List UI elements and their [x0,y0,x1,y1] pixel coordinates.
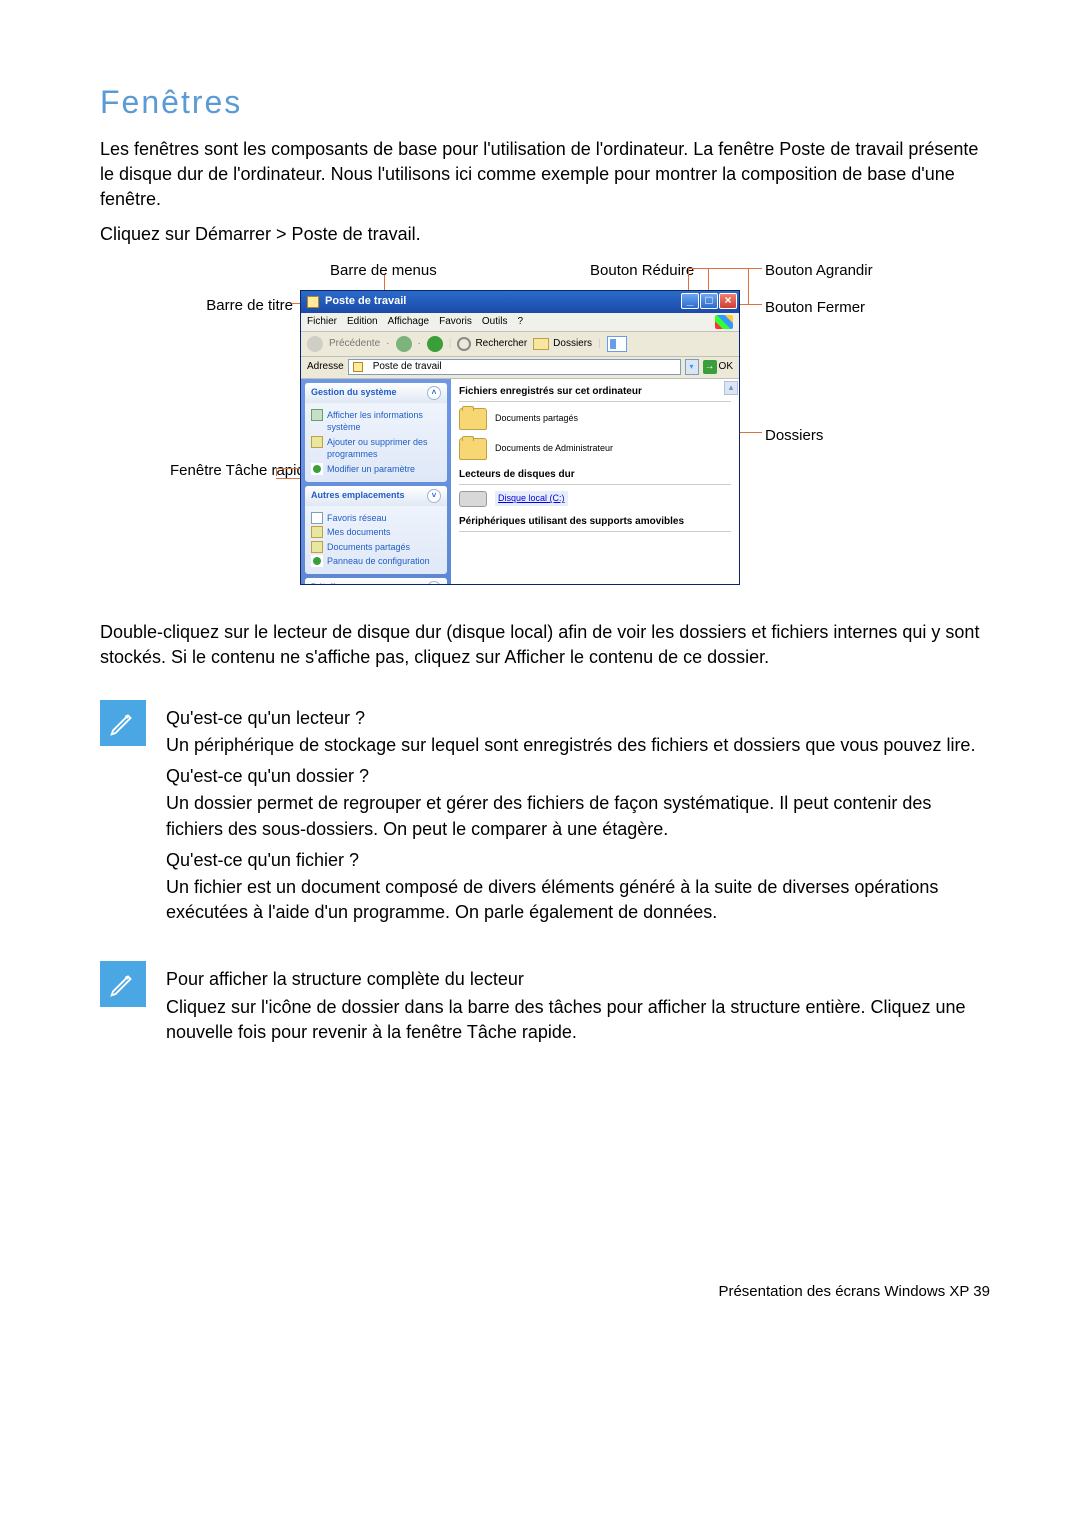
content-pane: Fichiers enregistrés sur cet ordinateur … [451,379,739,584]
menu-tools[interactable]: Outils [482,315,508,329]
callout-folders: Dossiers [765,425,823,446]
diagram: Barre de menus Barre de titre Fenêtre Tâ… [140,260,860,600]
scrollbar-up-icon[interactable]: ▴ [724,381,738,395]
address-icon [353,362,363,372]
page-footer: Présentation des écrans Windows XP 39 [100,1281,990,1302]
panel-details: Détails ˄ [305,578,447,584]
go-button[interactable]: → OK [703,359,733,375]
note-heading: Qu'est-ce qu'un fichier ? [166,848,990,873]
section-heading: Lecteurs de disques dur [459,468,731,485]
task-pane: Gestion du système ˄ Afficher les inform… [301,379,451,584]
window-title: Poste de travail [325,294,406,309]
task-item[interactable]: Modifier un paramètre [311,463,441,476]
after-diagram-text: Double-cliquez sur le lecteur de disque … [100,620,990,670]
chevron-icon: ˅ [427,489,441,503]
nav-hint: Cliquez sur Démarrer > Poste de travail. [100,222,990,247]
folder-icon [459,408,487,430]
callout-maximize: Bouton Agrandir [765,260,873,281]
note-heading: Pour afficher la structure complète du l… [166,967,990,992]
section-heading: Fichiers enregistrés sur cet ordinateur [459,385,731,402]
folder-item[interactable]: Documents de Administrateur [459,438,731,460]
menu-help[interactable]: ? [517,315,523,329]
note-block-2: Pour afficher la structure complète du l… [100,961,990,1051]
note-text: Cliquez sur l'icône de dossier dans la b… [166,995,990,1045]
panel-other-heading[interactable]: Autres emplacements ˅ [305,486,447,506]
back-label: Précédente [329,337,380,351]
folder-item[interactable]: Documents partagés [459,408,731,430]
views-button[interactable] [607,336,627,352]
address-dropdown[interactable]: ▾ [685,359,699,375]
folders-icon [533,338,549,350]
pencil-icon [100,961,146,1007]
toolbar: Précédente · · | Rechercher Dossiers | [301,331,739,357]
pencil-icon [100,700,146,746]
minimize-button[interactable]: _ [681,293,699,309]
menu-fav[interactable]: Favoris [439,315,472,329]
panel-system-heading[interactable]: Gestion du système ˄ [305,383,447,403]
place-item[interactable]: Documents partagés [311,541,441,554]
place-item[interactable]: Mes documents [311,526,441,539]
forward-icon[interactable] [396,336,412,352]
cpanel-icon [311,555,323,567]
panel-system-tasks: Gestion du système ˄ Afficher les inform… [305,383,447,482]
folders-button[interactable]: Dossiers [533,337,592,351]
task-item[interactable]: Afficher les informations système [311,409,441,434]
info-icon [311,409,323,421]
callout-close: Bouton Fermer [765,297,865,318]
search-button[interactable]: Rechercher [457,337,527,351]
menu-file[interactable]: Fichier [307,315,337,329]
menu-edit[interactable]: Edition [347,315,378,329]
address-label: Adresse [307,360,344,374]
panel-other-places: Autres emplacements ˅ Favoris réseau Mes… [305,486,447,574]
note-block-1: Qu'est-ce qu'un lecteur ? Un périphériqu… [100,700,990,932]
up-icon[interactable] [427,336,443,352]
search-icon [457,337,471,351]
address-input[interactable]: Poste de travail [348,359,681,375]
address-bar: Adresse Poste de travail ▾ → OK [301,357,739,379]
intro-text: Les fenêtres sont les composants de base… [100,137,990,213]
note-text: Un dossier permet de regrouper et gérer … [166,791,990,841]
network-icon [311,512,323,524]
task-item[interactable]: Ajouter ou supprimer des programmes [311,436,441,461]
page-title: Fenêtres [100,80,990,125]
settings-icon [311,463,323,475]
xp-window: Poste de travail _ □ × Fichier Edition A… [300,290,740,585]
note-heading: Qu'est-ce qu'un dossier ? [166,764,990,789]
panel-details-heading[interactable]: Détails ˄ [305,578,447,584]
maximize-button[interactable]: □ [700,293,718,309]
note-text: Un périphérique de stockage sur lequel s… [166,733,990,758]
section-heading: Périphériques utilisant des supports amo… [459,515,731,532]
place-item[interactable]: Panneau de configuration [311,555,441,568]
folder-icon [459,438,487,460]
menubar: Fichier Edition Affichage Favoris Outils… [301,313,739,331]
close-button[interactable]: × [719,293,737,309]
place-item[interactable]: Favoris réseau [311,512,441,525]
callout-minimize: Bouton Réduire [590,260,694,281]
note-heading: Qu'est-ce qu'un lecteur ? [166,706,990,731]
mydocs-icon [311,526,323,538]
chevron-icon: ˄ [427,386,441,400]
my-computer-icon [307,296,319,308]
programs-icon [311,436,323,448]
note-text: Un fichier est un document composé de di… [166,875,990,925]
windows-flag-icon [715,315,733,329]
callout-titlebar: Barre de titre [198,295,293,316]
titlebar[interactable]: Poste de travail _ □ × [301,291,739,313]
back-icon[interactable] [307,336,323,352]
drive-item[interactable]: Disque local (C:) [459,491,731,507]
go-icon: → [703,360,717,374]
chevron-icon: ˄ [427,581,441,584]
harddisk-icon [459,491,487,507]
shared-icon [311,541,323,553]
menu-view[interactable]: Affichage [388,315,430,329]
